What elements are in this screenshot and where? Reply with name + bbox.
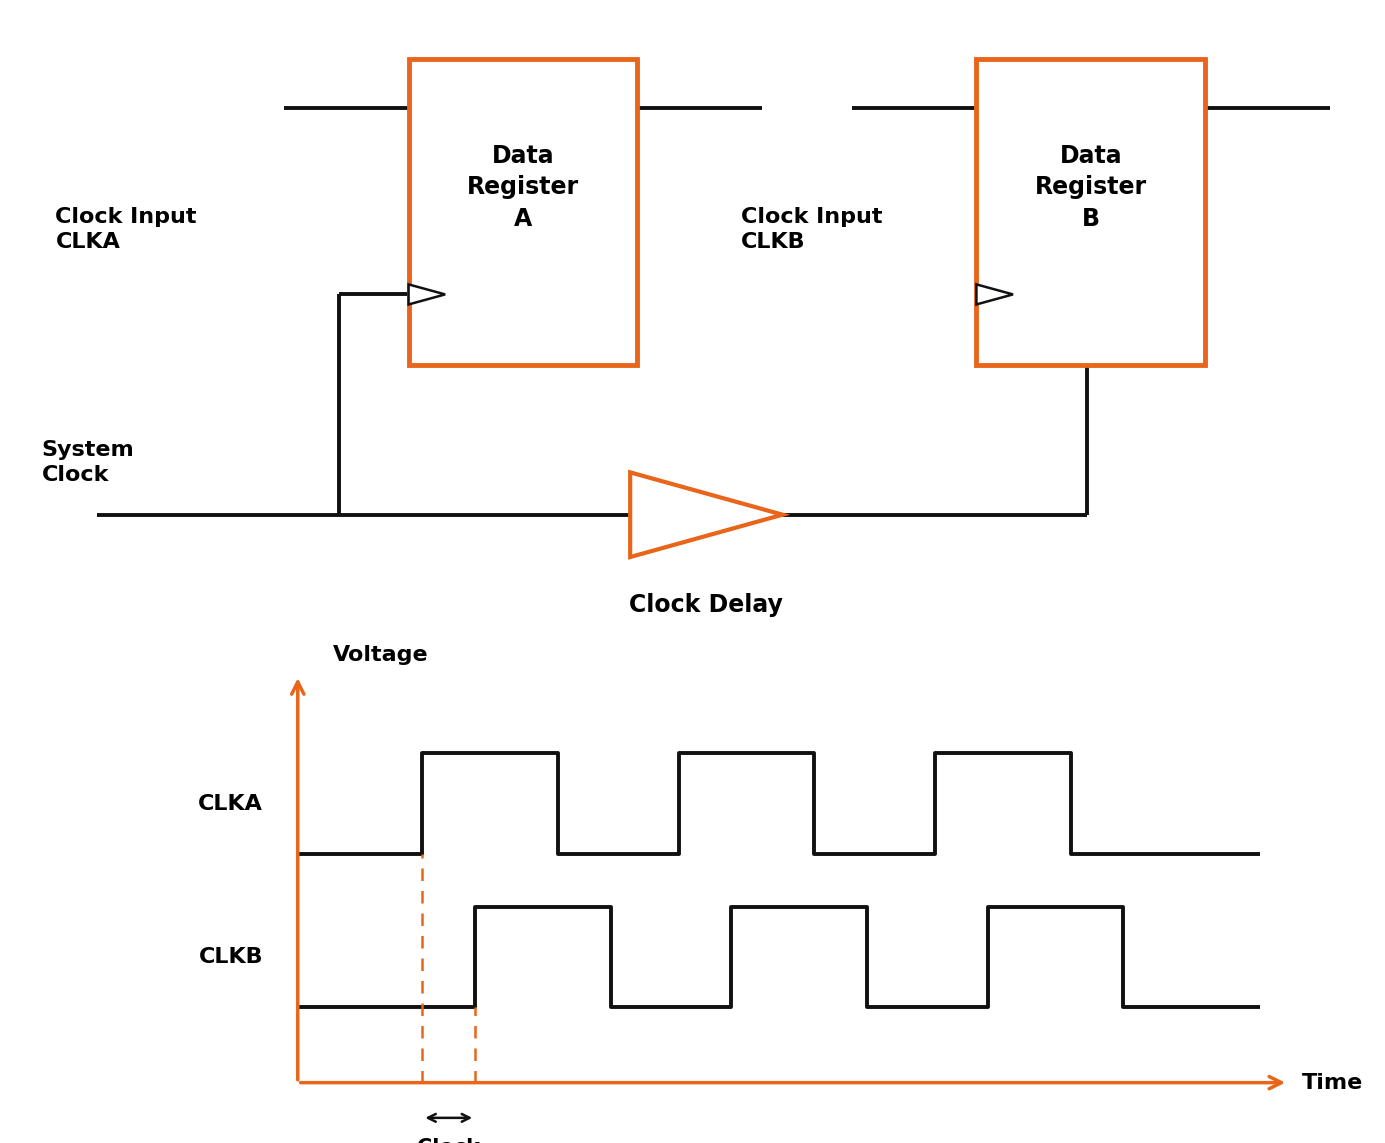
Polygon shape — [409, 285, 445, 304]
Text: Data
Register
A: Data Register A — [467, 144, 579, 231]
Text: System
Clock: System Clock — [42, 440, 134, 485]
Text: Voltage: Voltage — [332, 646, 428, 665]
Polygon shape — [976, 285, 1012, 304]
Text: CLKA: CLKA — [198, 793, 263, 814]
Bar — [976, 58, 1205, 365]
Text: Clock Input
CLKA: Clock Input CLKA — [55, 207, 197, 251]
Bar — [409, 58, 637, 365]
Text: CLKB: CLKB — [198, 946, 263, 967]
Text: Time: Time — [1302, 1072, 1363, 1093]
Polygon shape — [630, 472, 783, 557]
Text: Clock Input
CLKB: Clock Input CLKB — [741, 207, 882, 251]
Text: Data
Register
B: Data Register B — [1035, 144, 1147, 231]
Text: Clock
Skew: Clock Skew — [417, 1138, 481, 1143]
Text: Clock Delay: Clock Delay — [629, 593, 784, 617]
